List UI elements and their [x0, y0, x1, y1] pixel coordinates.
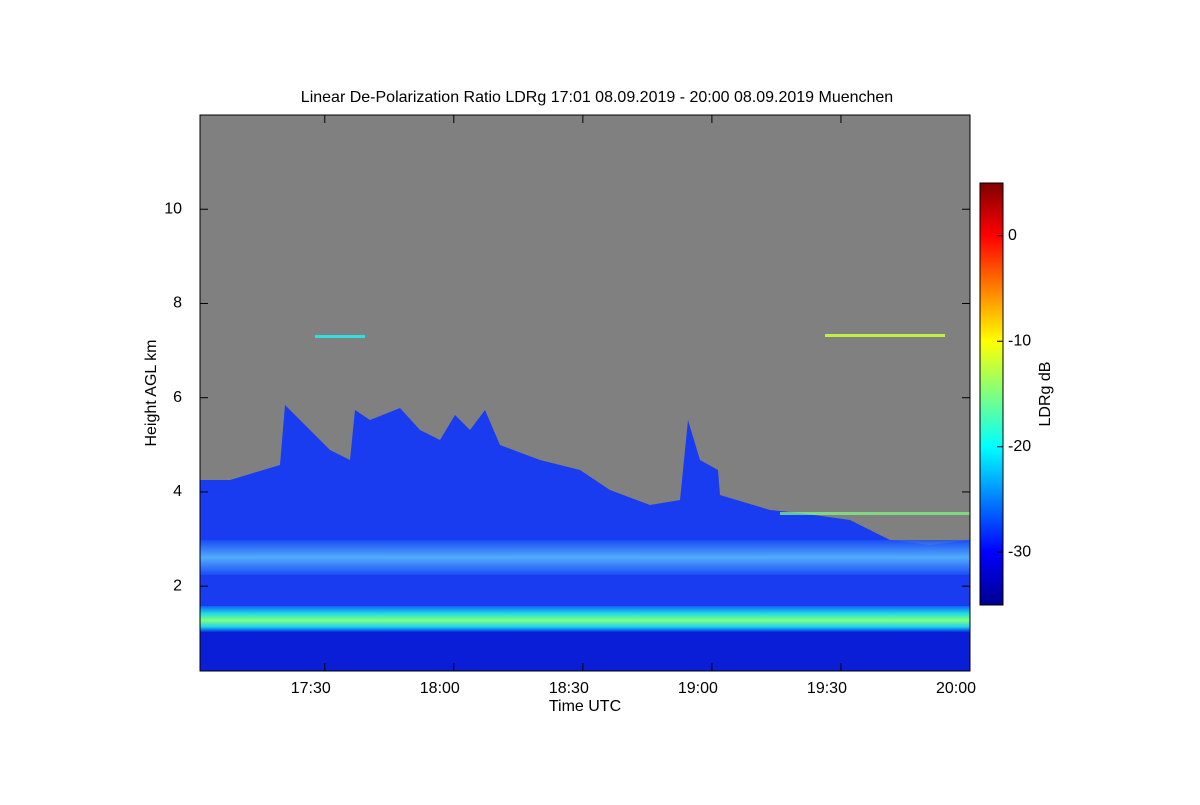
colorbar-tick-label: -30	[1008, 543, 1031, 560]
y-axis-label: Height AGL km	[143, 339, 160, 446]
y-tick-label: 8	[173, 295, 182, 312]
y-tick-label: 4	[173, 483, 182, 500]
x-axis-label: Time UTC	[549, 698, 621, 715]
colorbar-label: LDRg dB	[1037, 362, 1054, 427]
colorbar-tick-label: -20	[1008, 438, 1031, 455]
heatmap-field	[200, 115, 970, 671]
y-tick-label: 2	[173, 577, 182, 594]
x-tick-label: 19:30	[807, 680, 847, 697]
plot-frame	[199, 114, 971, 672]
colorbar-tick-label: 0	[1008, 227, 1017, 244]
colorbar	[979, 182, 1004, 606]
colorbar-tick-label: -10	[1008, 332, 1031, 349]
y-tick-label: 6	[173, 389, 182, 406]
x-tick-label: 18:00	[420, 680, 460, 697]
x-tick-label: 20:00	[936, 680, 976, 697]
chart-title: Linear De-Polarization Ratio LDRg 17:01 …	[301, 89, 893, 106]
x-tick-label: 19:00	[678, 680, 718, 697]
y-tick-label: 10	[164, 200, 182, 217]
x-tick-label: 17:30	[291, 680, 331, 697]
x-tick-label: 18:30	[549, 680, 589, 697]
